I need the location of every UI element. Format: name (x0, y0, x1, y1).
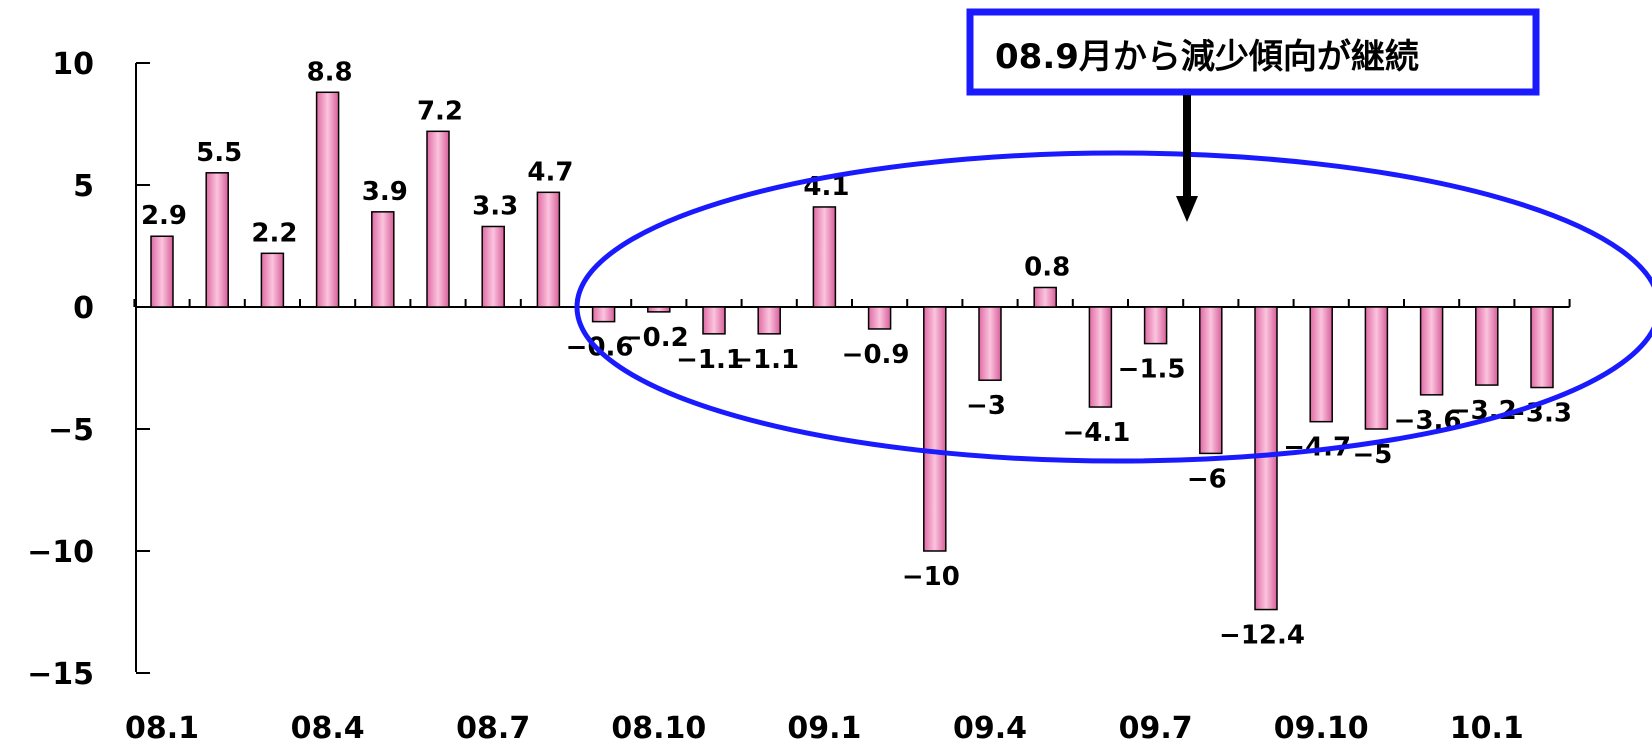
bar (867, 306, 892, 330)
callout-box (966, 8, 1540, 96)
y-tick-label: 5 (73, 169, 94, 204)
bar (481, 225, 505, 308)
x-tick-label: 08.10 (611, 711, 706, 742)
bar (647, 306, 671, 313)
bar (1419, 306, 1444, 396)
data-label: 2.2 (251, 218, 297, 248)
bar (426, 130, 450, 308)
bar (1309, 306, 1333, 423)
data-label: −0.9 (842, 340, 910, 370)
data-label: 5.5 (196, 138, 242, 168)
callout-text: 08.9月から減少傾向が継続 (995, 37, 1419, 77)
bar (1530, 306, 1554, 389)
data-label: −1.5 (1118, 355, 1186, 385)
bar (371, 211, 395, 308)
data-label: −12.4 (1219, 621, 1305, 651)
bar (978, 306, 1002, 381)
bar (536, 191, 561, 308)
x-tick-label: 09.10 (1274, 711, 1369, 742)
data-label: 0.8 (1024, 252, 1070, 282)
data-label: 4.7 (527, 157, 573, 187)
y-tick-label: −15 (27, 657, 94, 692)
axes: 10 5 0 −5 −10 −15 08.1 08.4 08.7 08.10 09.1 09.4 09.… (27, 47, 1571, 742)
x-tick-label: 09.4 (953, 711, 1027, 742)
x-tick-label: 09.7 (1119, 711, 1193, 742)
data-label: −4.1 (1062, 418, 1130, 448)
bar (1199, 306, 1223, 455)
data-label: −0.2 (621, 323, 689, 353)
data-label: −1.1 (731, 345, 799, 375)
data-label: 3.9 (362, 177, 408, 207)
bar (1033, 286, 1057, 308)
bar (1475, 306, 1499, 386)
bar (923, 306, 947, 552)
data-label: −3 (966, 391, 1006, 421)
data-label: 2.9 (141, 201, 187, 231)
bar (150, 235, 174, 308)
highlight-ellipse (574, 150, 1652, 464)
bar (260, 252, 285, 308)
bar (757, 306, 781, 335)
x-tick-label: 10.1 (1450, 711, 1524, 742)
x-tick-label: 09.1 (787, 711, 861, 742)
callout-arrow-head (1176, 196, 1198, 222)
data-labels: 2.95.52.28.83.97.23.34.7−0.6−0.2−1.1−1.1… (141, 57, 1572, 650)
x-tick-label: 08.4 (291, 711, 365, 742)
data-label: 7.2 (417, 96, 463, 126)
x-tick-label: 08.7 (456, 711, 530, 742)
bar (1364, 306, 1389, 430)
bar (812, 206, 837, 308)
x-tick-label: 08.1 (125, 711, 199, 742)
bar (1143, 306, 1168, 345)
bar-series (150, 91, 1554, 611)
y-tick-label: 10 (52, 47, 94, 82)
bar (702, 306, 726, 335)
data-label: 3.3 (472, 191, 518, 221)
y-tick-label: −10 (27, 535, 94, 570)
y-tick-label: 0 (73, 291, 94, 326)
data-label: −10 (902, 562, 960, 592)
annotation: 08.9月から減少傾向が継続 (574, 8, 1652, 464)
bar (1088, 306, 1113, 408)
data-label: 8.8 (307, 57, 353, 87)
bar (1254, 306, 1278, 611)
bar (591, 306, 616, 323)
data-label: −1.1 (676, 345, 744, 375)
data-label: −6 (1187, 464, 1227, 494)
bar (315, 91, 340, 308)
bar (205, 172, 229, 308)
y-tick-label: −5 (48, 413, 94, 448)
